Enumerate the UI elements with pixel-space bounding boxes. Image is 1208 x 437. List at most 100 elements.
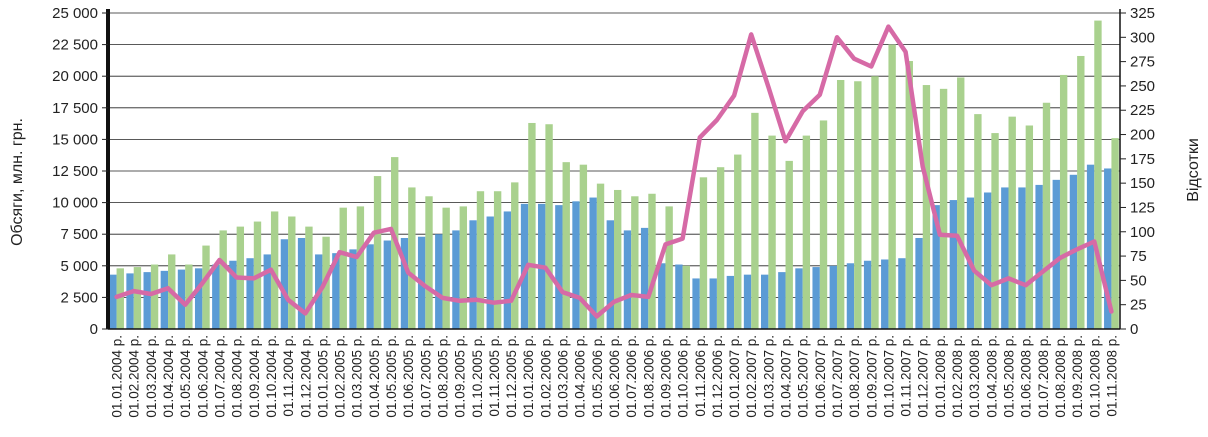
right-tick-label: 150	[1130, 175, 1155, 192]
series3-point	[200, 281, 204, 285]
x-tick-label: 01.09.2005 р.	[453, 335, 468, 418]
bar-series2	[939, 88, 948, 329]
bar-series1	[452, 230, 460, 329]
bar-series2	[442, 207, 450, 329]
series3-point	[784, 139, 788, 143]
series3-point	[1024, 283, 1028, 287]
bar-series1	[160, 270, 169, 329]
x-tick-label: 01.05.2004 р.	[178, 335, 193, 418]
bar-series2	[1077, 55, 1085, 329]
left-tick-label: 25 000	[52, 5, 98, 22]
left-tick-label: 15 000	[52, 131, 98, 148]
bar-series1	[555, 205, 563, 329]
bar-series2	[425, 196, 433, 329]
right-tick-label: 0	[1130, 321, 1138, 338]
series3-point	[458, 299, 462, 303]
x-tick-label: 01.11.2007 р.	[899, 335, 914, 417]
series3-point	[543, 266, 547, 270]
series3-point	[869, 64, 873, 68]
series3-point	[406, 271, 410, 275]
bar-series2	[219, 230, 227, 329]
bar-series1	[1001, 187, 1009, 329]
x-tick-label: 01.08.2005 р.	[436, 335, 451, 418]
x-tick-label: 01.10.2006 р.	[676, 335, 691, 418]
right-tick-label: 175	[1130, 151, 1155, 168]
x-tick-label: 01.09.2006 р.	[659, 335, 674, 418]
bar-series2	[871, 76, 879, 329]
bar-series1	[1018, 187, 1026, 329]
bar-series1	[366, 244, 374, 329]
x-tick-label: 01.08.2008 р.	[1053, 335, 1068, 418]
right-tick-label: 75	[1130, 248, 1147, 265]
bar-series2	[579, 164, 588, 329]
bar-series1	[606, 220, 614, 329]
x-tick-label: 01.07.2004 р.	[213, 335, 228, 418]
left-tick-label: 7 500	[60, 226, 98, 243]
series3-point	[732, 94, 736, 98]
bar-series1	[915, 237, 923, 329]
bar-series2	[888, 44, 896, 329]
bar-series1	[486, 216, 494, 329]
x-tick-label: 01.09.2004 р.	[247, 335, 262, 418]
x-tick-label: 01.11.2005 р.	[487, 335, 502, 417]
series3-point	[852, 57, 856, 61]
bar-series2	[836, 79, 845, 329]
bar-series2	[802, 135, 811, 329]
x-tick-label: 01.05.2008 р.	[1002, 335, 1017, 418]
series3-point	[166, 286, 170, 290]
bar-series1	[898, 258, 906, 329]
x-tick-label: 01.07.2007 р.	[830, 335, 845, 418]
series3-point	[801, 109, 805, 113]
bar-series2	[905, 61, 913, 329]
series3-point	[921, 165, 925, 169]
bar-series1	[332, 253, 340, 329]
x-tick-label: 01.07.2008 р.	[1036, 335, 1051, 418]
left-tick-label: 12 500	[52, 163, 98, 180]
series3-point	[818, 93, 822, 97]
x-tick-label: 01.03.2004 р.	[144, 335, 159, 418]
bar-series1	[143, 272, 151, 329]
x-tick-label: 01.07.2005 р.	[418, 335, 433, 418]
x-tick-label: 01.10.2005 р.	[470, 335, 485, 418]
series3-point	[955, 234, 959, 238]
x-tick-label: 01.04.2008 р.	[984, 335, 999, 418]
x-tick-label: 01.06.2007 р.	[813, 335, 828, 418]
left-tick-label: 5 000	[60, 258, 98, 275]
left-tick-label: 2 500	[60, 289, 98, 306]
series3-point	[1041, 270, 1045, 274]
series3-point	[629, 293, 633, 297]
series3-point	[612, 300, 616, 304]
bar-series2	[270, 211, 279, 329]
x-tick-label: 01.12.2005 р.	[504, 335, 519, 418]
bar-series2	[751, 112, 759, 329]
bar-series2	[288, 216, 296, 329]
bar-series2	[1059, 74, 1068, 329]
series3-point	[355, 255, 359, 259]
bar-series1	[246, 258, 254, 329]
series3-point	[1109, 309, 1113, 313]
bar-series1	[435, 234, 443, 329]
x-tick-label: 01.01.2006 р.	[521, 335, 536, 418]
x-tick-label: 01.02.2004 р.	[127, 335, 142, 418]
bar-series1	[503, 211, 512, 329]
bar-series2	[699, 177, 708, 329]
series3-point	[663, 242, 667, 246]
series3-point	[440, 296, 444, 300]
x-axis-ticks: 01.01.2004 р. 01.02.2004 р. 01.03.2004 р. 0…	[110, 335, 1120, 418]
bar-series2	[596, 183, 605, 329]
bar-series2	[339, 207, 347, 329]
x-tick-label: 01.11.2008 р.	[1104, 335, 1119, 417]
bar-series1	[709, 278, 717, 329]
x-tick-label: 01.07.2006 р.	[624, 335, 639, 418]
x-tick-label: 01.01.2004 р.	[110, 335, 125, 418]
x-tick-label: 01.06.2005 р.	[401, 335, 416, 418]
series3-point	[303, 311, 307, 315]
series3-point	[509, 299, 513, 303]
bar-series1	[743, 274, 752, 329]
bar-series1	[109, 274, 117, 329]
bar-series2	[665, 206, 673, 329]
bars	[109, 20, 1119, 330]
series3-point	[217, 258, 221, 262]
right-tick-label: 225	[1130, 102, 1155, 119]
